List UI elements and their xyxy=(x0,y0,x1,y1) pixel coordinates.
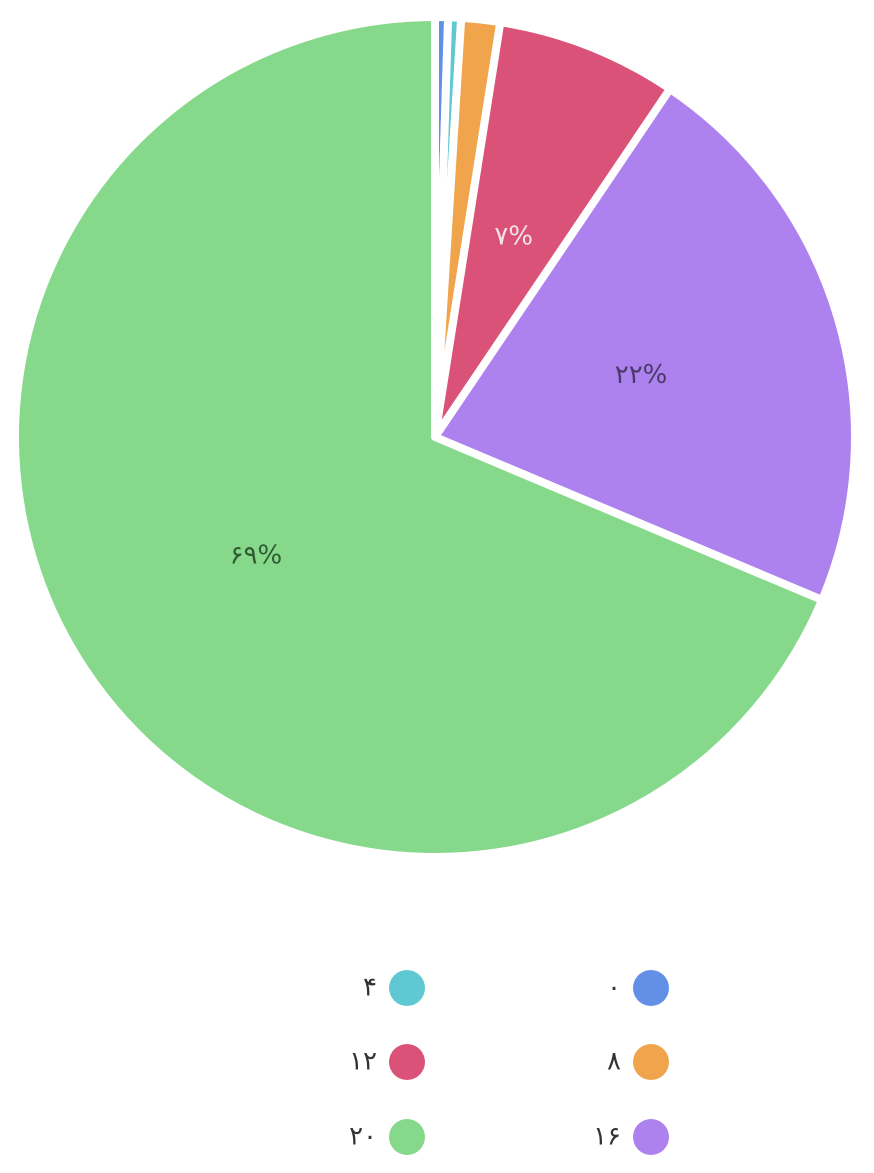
legend-label: ۲۰ xyxy=(349,1122,377,1152)
data-label: ۶۹% xyxy=(230,540,283,570)
legend-marker xyxy=(389,1044,425,1080)
legend-marker xyxy=(633,970,669,1006)
pie-slice xyxy=(431,18,675,441)
legend-label: ۴ xyxy=(363,973,377,1003)
pie-slice xyxy=(431,84,859,604)
legend-label: ۸ xyxy=(607,1047,621,1077)
pie-slice xyxy=(11,13,827,861)
legend-label: ۱۲ xyxy=(349,1047,377,1077)
legend-marker xyxy=(389,970,425,1006)
legend-marker xyxy=(633,1119,669,1155)
data-label: ۲۲% xyxy=(615,360,668,390)
legend-marker xyxy=(633,1044,669,1080)
legend-marker xyxy=(389,1119,425,1155)
legend-label: ۰ xyxy=(607,973,621,1003)
data-label: ۷% xyxy=(494,221,533,251)
legend-label: ۱۶ xyxy=(593,1122,621,1152)
